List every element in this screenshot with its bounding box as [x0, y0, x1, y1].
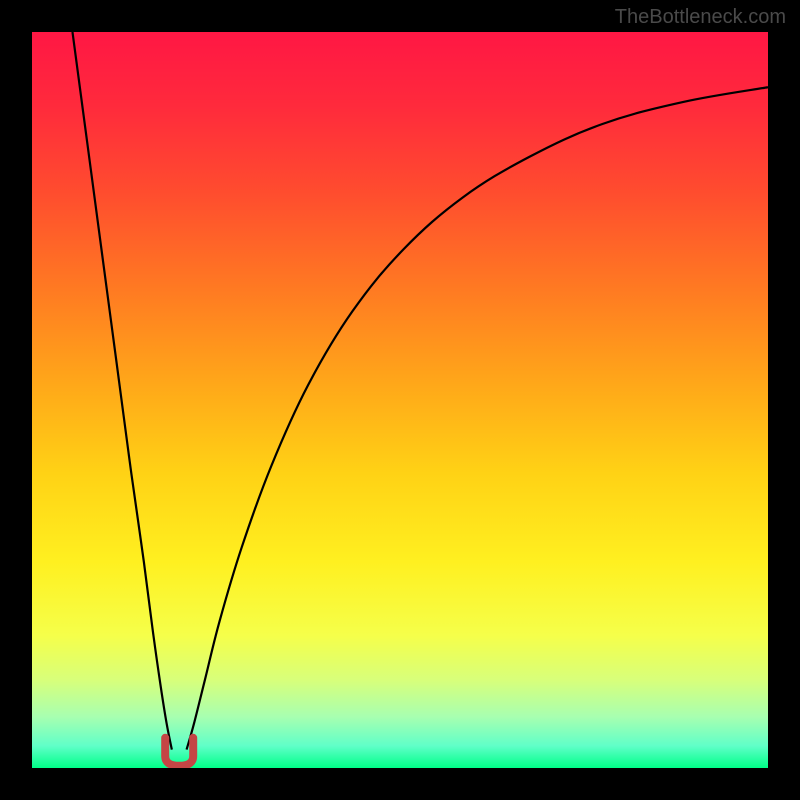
watermark-text: TheBottleneck.com: [615, 6, 786, 29]
plot-area: [32, 32, 768, 768]
bottleneck-curve: [32, 32, 768, 768]
